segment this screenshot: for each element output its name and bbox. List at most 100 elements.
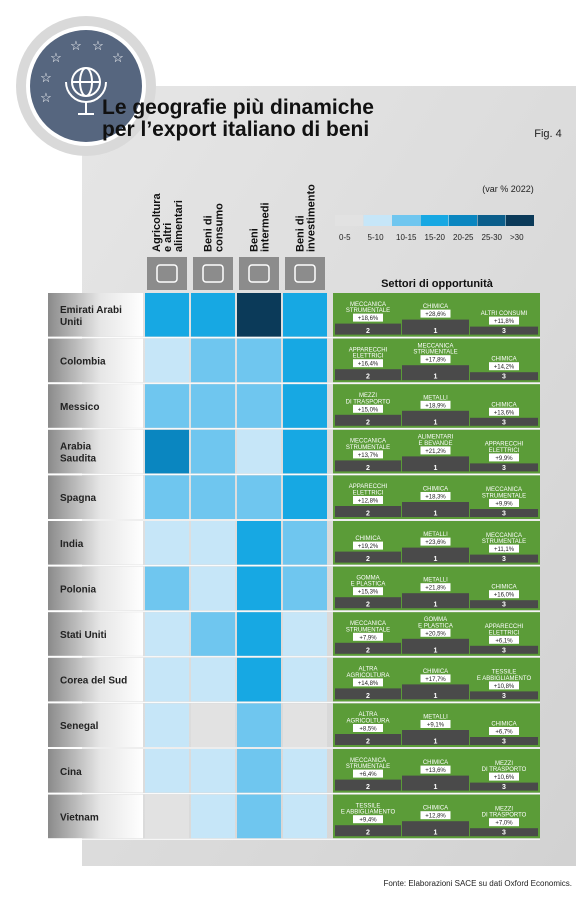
sector-name: CHIMICA: [491, 585, 516, 591]
legend-label: 25-30: [482, 233, 503, 242]
sector-name: ELETTRICI: [353, 354, 384, 360]
country-name: Spagna: [60, 493, 97, 504]
sector-value: +11,8%: [494, 319, 515, 325]
column-header: e altri: [162, 223, 174, 252]
podium-rank: 1: [434, 830, 438, 837]
sector-name: CHIMICA: [423, 487, 448, 493]
podium-rank: 2: [366, 830, 370, 837]
sector-name: E BEVANDE: [419, 441, 453, 447]
sector-name: TESSILE: [492, 670, 517, 676]
podium-rank: 3: [502, 374, 506, 381]
sector-name: METALLI: [423, 715, 448, 721]
heat-cell: [237, 338, 281, 383]
heat-cell: [191, 429, 235, 474]
sector-value: +11,1%: [494, 547, 515, 553]
sector-value: +13,6%: [494, 410, 515, 416]
podium-rank: 3: [502, 556, 506, 563]
sector-name: DI TRASPORTO: [482, 767, 527, 773]
legend-label: 15-20: [425, 233, 446, 242]
value-box: [353, 724, 383, 732]
heat-cell: [145, 703, 189, 747]
heat-cell: [145, 749, 189, 793]
sector-name: CHIMICA: [423, 669, 448, 675]
sector-name: ALTRI CONSUMI: [481, 311, 528, 317]
sector-value: +14,8%: [358, 681, 379, 687]
podium-rank: 3: [502, 784, 506, 791]
column-header: Beni di: [203, 215, 215, 252]
sector-value: +6,1%: [495, 638, 513, 644]
podium-rank: 3: [502, 739, 506, 746]
sector-name: MECCANICA: [417, 343, 453, 349]
column-header: consumo: [214, 203, 226, 252]
podium-step: [470, 782, 538, 791]
sector-name: AGRICOLTURA: [347, 673, 390, 679]
sector-value: +17,7%: [425, 677, 446, 683]
podium-rank: 2: [366, 419, 370, 426]
legend-label: 0-5: [339, 233, 351, 242]
legend-label: >30: [510, 233, 524, 242]
podium-rank: 3: [502, 511, 506, 518]
heat-cell: [145, 384, 189, 428]
heat-cell: [283, 429, 327, 474]
sector-value: +14,2%: [494, 365, 515, 371]
heat-cell: [145, 657, 189, 702]
sector-name: ELETTRICI: [489, 448, 520, 454]
sector-value: +9,9%: [495, 502, 513, 508]
sector-name: E PLASTICA: [418, 623, 453, 629]
podium-step: [470, 372, 538, 381]
country-cell: [48, 657, 143, 702]
sector-name: DI TRASPORTO: [482, 813, 527, 819]
podium-step: [335, 779, 401, 791]
sector-value: +8,5%: [359, 727, 377, 733]
heat-cell: [145, 475, 189, 519]
sector-value: +9,4%: [359, 818, 377, 824]
podium-step: [335, 369, 401, 381]
sector-value: +9,9%: [495, 456, 513, 462]
legend-label: 10-15: [396, 233, 417, 242]
heat-cell: [145, 521, 189, 565]
heat-cell: [191, 475, 235, 519]
sector-name: STRUMENTALE: [413, 350, 457, 356]
sector-name: STRUMENTALE: [346, 627, 390, 633]
country-name: Uniti: [60, 317, 82, 328]
value-box: [489, 772, 519, 781]
legend-swatch: [363, 215, 392, 226]
sector-name: METALLI: [423, 532, 448, 538]
podium-rank: 3: [502, 328, 506, 335]
sector-name: CHIMICA: [355, 536, 380, 542]
heat-cell: [191, 657, 235, 702]
sector-name: STRUMENTALE: [346, 308, 390, 314]
legend-swatch: [392, 215, 420, 226]
country-name: Saudita: [60, 454, 97, 465]
sector-name: STRUMENTALE: [482, 539, 526, 545]
sector-name: TESSILE: [356, 803, 381, 809]
value-box: [489, 499, 519, 507]
heat-cell: [283, 384, 327, 428]
podium-step: [402, 821, 469, 837]
sector-name: MEZZI: [495, 806, 513, 812]
legend-label: 20-25: [453, 233, 474, 242]
podium-rank: 1: [434, 602, 438, 609]
heat-cell: [145, 566, 189, 611]
heat-cell: [237, 703, 281, 747]
heat-cell: [283, 703, 327, 747]
heat-cell: [191, 703, 235, 747]
header-badge: ☆ ☆ ☆ ☆ ☆ ☆: [16, 16, 156, 156]
sector-value: +21,2%: [425, 449, 446, 455]
value-box: [420, 583, 451, 592]
sector-name: ELETTRICI: [489, 630, 520, 636]
country-cell: [48, 749, 143, 793]
sector-value: +6,4%: [359, 772, 377, 778]
value-box: [420, 628, 451, 637]
heat-cell: [145, 794, 189, 839]
sector-name: ALTRA: [359, 712, 378, 718]
podium-step: [402, 775, 469, 791]
sector-value: +7,9%: [359, 635, 377, 641]
svg-text:☆: ☆: [92, 38, 104, 53]
value-box: [420, 492, 451, 500]
value-box: [353, 313, 383, 322]
legend-unit: (var % 2022): [482, 184, 534, 194]
sector-value: +15,3%: [358, 590, 379, 596]
podium-step: [335, 551, 401, 563]
